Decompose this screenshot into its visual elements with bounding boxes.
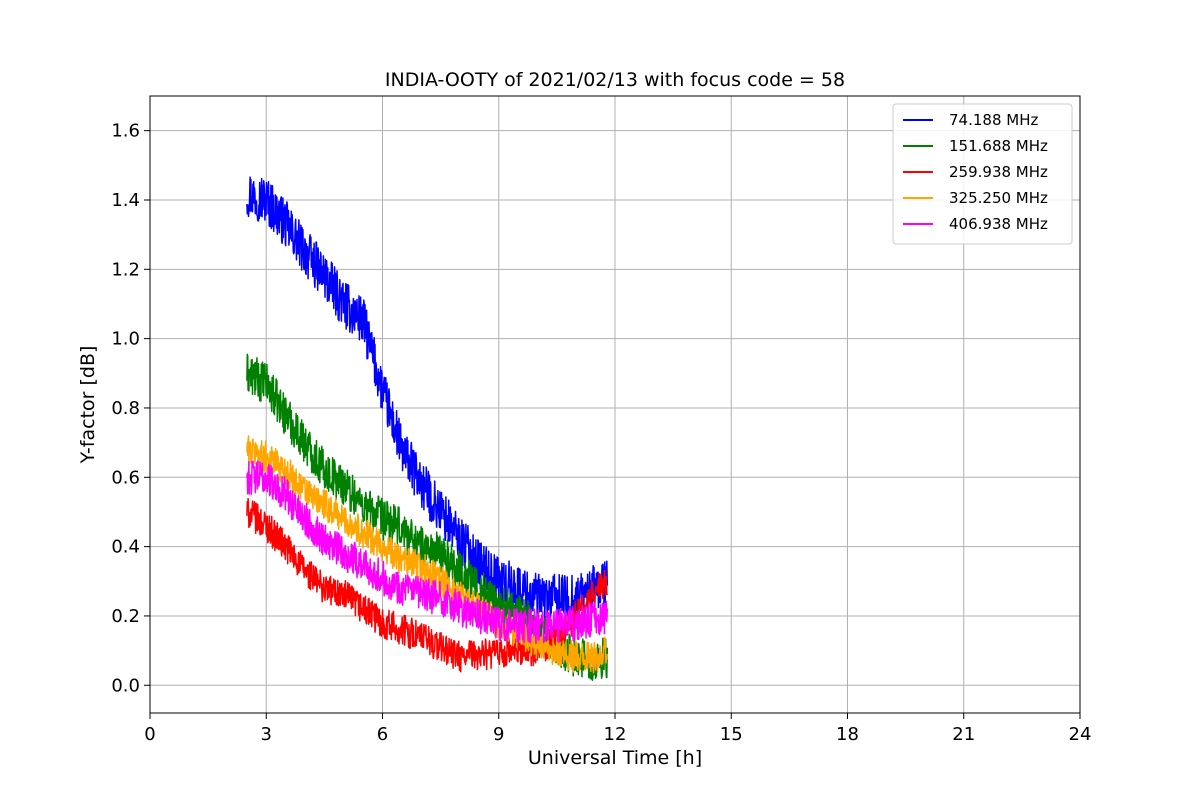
y-tick-label: 0.0 <box>111 675 140 696</box>
series-line <box>246 497 609 673</box>
y-tick-label: 0.2 <box>111 606 140 627</box>
y-tick-label: 1.2 <box>111 259 140 280</box>
y-tick-label: 0.6 <box>111 467 140 488</box>
x-tick-label: 24 <box>1069 724 1092 745</box>
ticks-layer: 0 3 6 9 12 15 18 21 24 0.0 0.2 0.4 0.6 0.8 1.0 1.2 1.4 1.… <box>111 121 1091 745</box>
x-tick-label: 15 <box>720 724 743 745</box>
y-tick-label: 0.8 <box>111 398 140 419</box>
y-tick-label: 1.6 <box>111 121 140 142</box>
x-tick-label: 18 <box>836 724 859 745</box>
y-tick-label: 1.4 <box>111 190 140 211</box>
y-tick-label: 1.0 <box>111 329 140 350</box>
x-tick-label: 21 <box>952 724 975 745</box>
x-tick-label: 6 <box>377 724 388 745</box>
legend-label: 151.688 MHz <box>949 137 1048 155</box>
x-tick-label: 0 <box>144 724 155 745</box>
y-axis-label: Y-factor [dB] <box>77 346 99 465</box>
x-axis-label: Universal Time [h] <box>528 747 702 769</box>
chart-title: INDIA-OOTY of 2021/02/13 with focus code… <box>385 69 845 91</box>
x-tick-label: 9 <box>493 724 504 745</box>
x-tick-label: 3 <box>261 724 272 745</box>
legend-label: 325.250 MHz <box>949 189 1048 207</box>
x-tick-label: 12 <box>604 724 627 745</box>
legend-label: 406.938 MHz <box>949 215 1048 233</box>
y-tick-label: 0.4 <box>111 537 140 558</box>
legend-box <box>892 103 1073 245</box>
legend-label: 259.938 MHz <box>949 163 1048 181</box>
legend: 74.188 MHz 151.688 MHz 259.938 MHz 325.250 … <box>892 103 1073 245</box>
series-line <box>246 460 609 645</box>
series-layer <box>246 176 609 681</box>
legend-label: 74.188 MHz <box>949 111 1038 129</box>
series-line <box>246 435 609 674</box>
